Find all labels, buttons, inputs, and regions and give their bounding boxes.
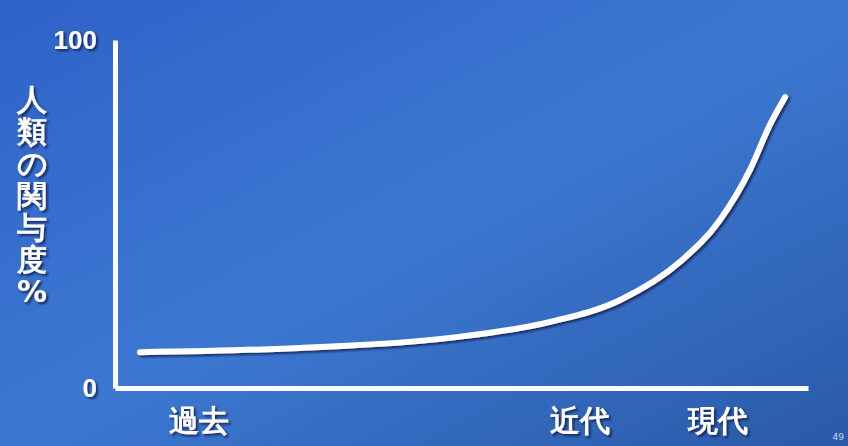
- x-tick-label: 近代: [550, 404, 610, 437]
- chart: 過去 近代 現代 0 100人類の関与度% 49: [0, 0, 848, 446]
- x-tick: 近代: [550, 388, 610, 437]
- x-tick: 現代: [687, 388, 748, 437]
- page-number: 49: [833, 432, 845, 442]
- y-tick-label: 100: [54, 25, 97, 55]
- marks: [140, 97, 785, 352]
- y-tick: 100: [54, 25, 115, 55]
- line: [140, 97, 785, 352]
- plot: 過去 近代 現代 0 100: [54, 25, 809, 437]
- background: [0, 0, 848, 446]
- y-tick: 0: [83, 373, 115, 403]
- x-axis-line: [116, 386, 809, 391]
- x-tick-label: 現代: [687, 404, 748, 437]
- y-tick-label: 0: [83, 373, 97, 403]
- x-axis: 過去 近代 現代: [116, 388, 809, 437]
- y-axis: 0 100: [54, 25, 116, 403]
- y-axis-title: 人類の関与度%: [16, 82, 48, 309]
- x-tick: 過去: [169, 388, 229, 437]
- y-axis-line: [113, 41, 118, 389]
- x-tick-label: 過去: [169, 404, 229, 437]
